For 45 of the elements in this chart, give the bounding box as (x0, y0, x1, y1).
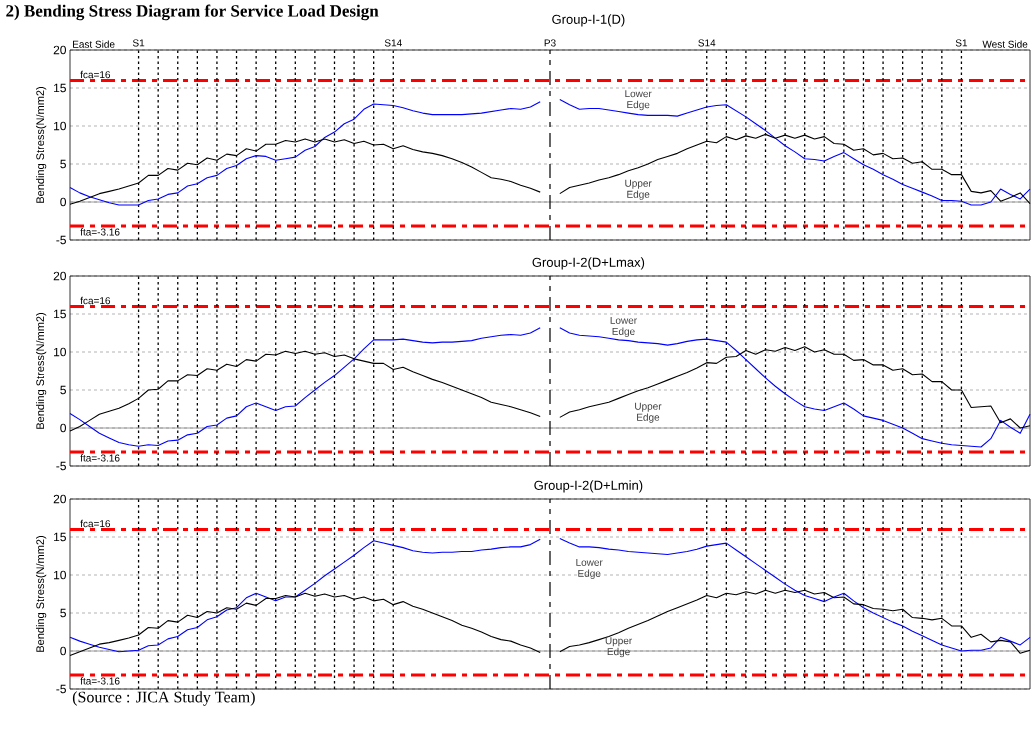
y-tick-label: 5 (60, 385, 66, 395)
series-label: Upper Edge (605, 637, 633, 658)
y-tick-label: 20 (53, 494, 66, 504)
ref-line-label: fta=-3.16 (80, 228, 120, 236)
y-tick-label: 15 (54, 309, 66, 319)
y-tick-label: 10 (54, 121, 66, 131)
chart-title: Group-I-2(D+Lmin) (534, 480, 643, 493)
series-label: Upper Edge (625, 179, 652, 200)
ref-line-label: fta=-3.16 (80, 454, 120, 462)
ref-line-label: fca=16 (80, 519, 111, 528)
y-tick-label: 15 (54, 83, 66, 93)
y-tick-label: 10 (54, 570, 66, 580)
series-label: Lower Edge (610, 316, 637, 337)
y-tick-label: 5 (60, 159, 66, 169)
series-label: Lower Edge (625, 90, 652, 111)
y-axis-title: Bending Stress(N/mm2) (36, 87, 47, 203)
series-label: Upper Edge (635, 402, 662, 423)
y-tick-label: 20 (53, 271, 66, 281)
chart-title: 2) Bending Stress Diagram for Service Load Design (6, 4, 379, 21)
x-tick-label: S14 (698, 39, 716, 47)
y-axis-title: Bending Stress(N/mm2) (36, 313, 47, 429)
series-label: Lower Edge (576, 558, 603, 579)
text: West Side (982, 40, 1028, 48)
y-tick-label: 15 (54, 532, 66, 542)
x-tick-label: S1 (132, 39, 145, 47)
y-tick-label: -5 (56, 235, 66, 245)
ref-line-label: fca=16 (80, 296, 111, 305)
y-tick-label: 20 (53, 45, 66, 55)
text: (Source : JICA Study Team) (72, 691, 255, 706)
chart-title: Group-I-2(D+Lmax) (532, 257, 645, 270)
x-tick-label: S1 (955, 39, 968, 47)
y-axis-title: Bending Stress(N/mm2) (36, 536, 47, 652)
y-tick-label: 5 (60, 608, 66, 618)
y-tick-label: 10 (54, 347, 66, 357)
y-tick-label: -5 (56, 461, 66, 471)
ref-line-label: fca=16 (80, 70, 111, 79)
y-tick-label: 0 (60, 197, 67, 207)
ref-line-label: fta=-3.16 (80, 677, 120, 685)
y-tick-label: -5 (56, 684, 66, 694)
chart-subtitle: Group-I-1(D) (552, 14, 625, 27)
x-tick-label: P3 (544, 39, 556, 47)
y-tick-label: 0 (60, 646, 67, 656)
y-tick-label: 0 (60, 423, 67, 433)
x-tick-label: S14 (384, 39, 402, 47)
text: East Side (73, 40, 115, 48)
